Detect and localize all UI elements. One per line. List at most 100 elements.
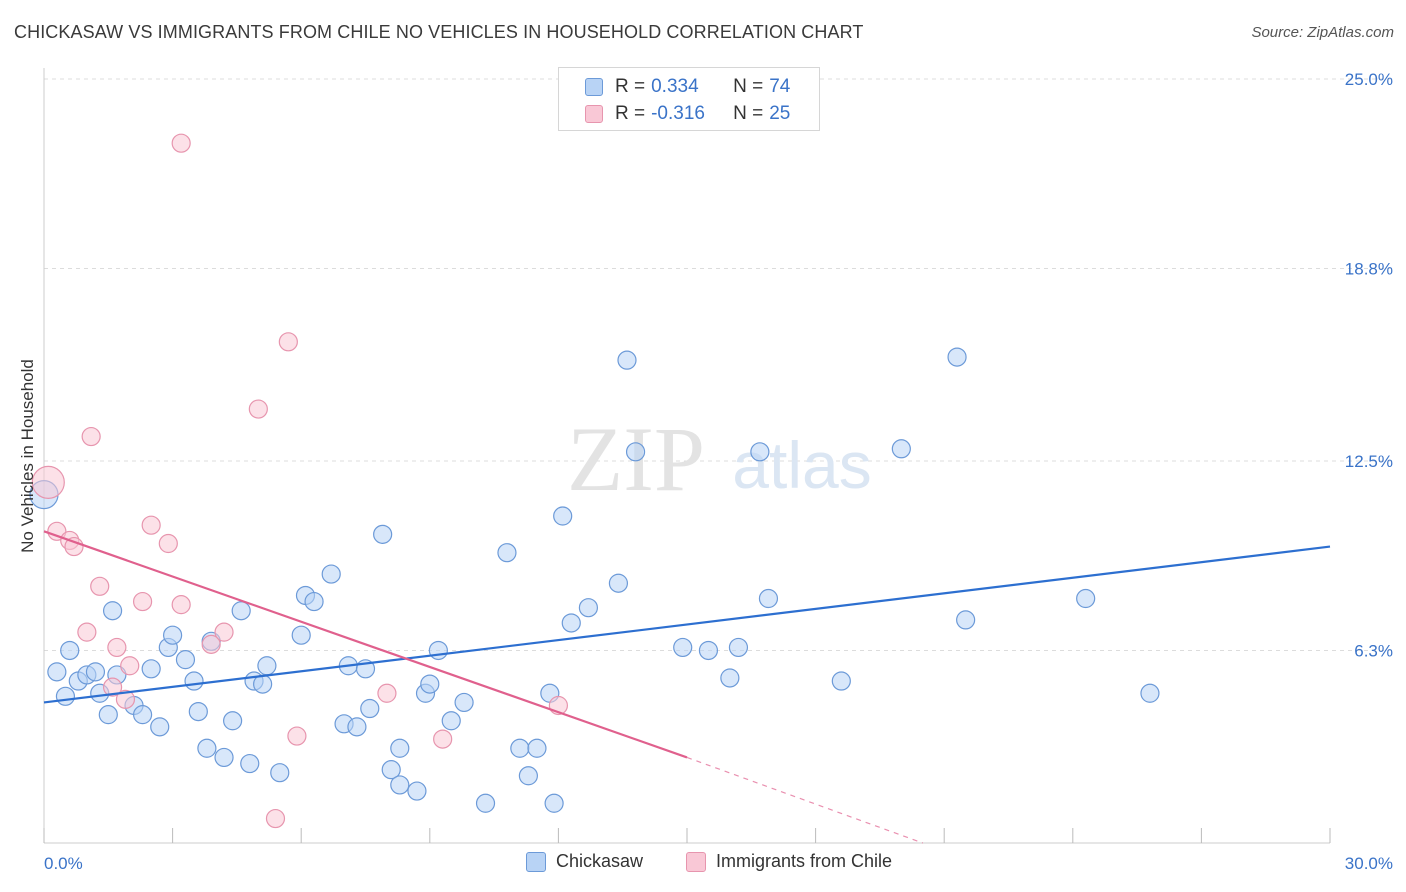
chile-point (214, 622, 234, 642)
chile-point (64, 536, 84, 557)
legend-label-chile: Immigrants from Chile (716, 851, 893, 871)
chickasaw-point (617, 350, 637, 370)
legend-swatch-chile (686, 851, 706, 872)
y-tick-label: 12.5% (1345, 452, 1393, 471)
chickasaw-point (527, 738, 547, 758)
legend-n-value: 25 (769, 103, 791, 124)
chickasaw-point (1076, 588, 1096, 609)
legend-n-label: N = (733, 103, 764, 124)
legend-item-chickasaw[interactable]: Chickasaw (526, 851, 643, 872)
legend-row-chile: R = -0.316 N = 25 (585, 102, 790, 126)
chickasaw-point (454, 692, 474, 713)
chickasaw-point (441, 711, 461, 731)
chickasaw-point (947, 347, 967, 367)
chile-point (433, 729, 453, 749)
chickasaw-point (197, 738, 217, 758)
chickasaw-point (150, 717, 170, 737)
chickasaw-point (1140, 683, 1160, 703)
legend-swatch-chile (585, 105, 603, 123)
chile-point (81, 426, 101, 447)
chickasaw-point (728, 637, 749, 658)
chickasaw-point (188, 701, 208, 722)
chickasaw-point (60, 640, 80, 661)
chickasaw-point (347, 717, 367, 737)
chickasaw-point (373, 524, 393, 544)
chickasaw-point (390, 775, 410, 795)
x-tick-label: 30.0% (1345, 854, 1393, 873)
chickasaw-point (750, 442, 770, 462)
trend-lines (43, 530, 1331, 844)
chickasaw-point (561, 613, 581, 633)
chile-point (201, 634, 221, 654)
chickasaw-point (231, 601, 251, 621)
chile-point (107, 637, 127, 658)
chile-point (132, 591, 153, 612)
watermark-atlas: atlas (732, 428, 871, 502)
chile-point (102, 677, 123, 697)
chile-point (287, 726, 307, 746)
grid-lines (44, 78, 1394, 651)
chickasaw-point (360, 698, 380, 719)
chickasaw-point (47, 662, 67, 682)
chickasaw-point (55, 686, 76, 706)
chickasaw-point (102, 601, 123, 621)
y-tick-label: 6.3% (1354, 641, 1393, 660)
y-tick-label: 18.8% (1345, 259, 1393, 278)
chickasaw-trend-line (43, 545, 1331, 704)
chickasaw-point (510, 738, 530, 758)
chickasaw-point (698, 640, 719, 661)
chickasaw-point (390, 738, 410, 758)
chile-trend-extension (686, 756, 923, 844)
watermark: ZIP atlas (567, 408, 872, 510)
chile-point (77, 622, 97, 642)
chile-point (171, 595, 191, 615)
chickasaw-point (98, 705, 118, 725)
legend-row-chickasaw: R = 0.334 N = 74 (585, 75, 790, 99)
chickasaw-point (291, 625, 311, 645)
chile-point (31, 465, 65, 499)
chile-point (90, 576, 110, 596)
chickasaw-point (85, 662, 106, 682)
chile-point (265, 808, 286, 829)
chickasaw-point (270, 763, 290, 783)
chickasaw-point (428, 640, 448, 661)
series-legend: Chickasaw Immigrants from Chile (0, 851, 1406, 877)
chickasaw-point (420, 674, 440, 694)
chile-point (248, 399, 268, 419)
chickasaw-point (518, 766, 538, 786)
chickasaw-point (553, 506, 573, 526)
chickasaw-point (214, 747, 234, 768)
chickasaw-point (578, 598, 599, 618)
chickasaw-point (175, 650, 196, 670)
chart-title: CHICKASAW VS IMMIGRANTS FROM CHILE NO VE… (14, 22, 864, 42)
chickasaw-point (132, 705, 153, 725)
legend-item-chile[interactable]: Immigrants from Chile (686, 851, 892, 872)
chickasaw-point (407, 781, 427, 801)
chickasaw-point (544, 793, 564, 813)
y-axis-label: No Vehicles in Household (18, 359, 37, 553)
chile-point (171, 133, 191, 153)
chile-point (278, 332, 298, 352)
axes (43, 68, 1331, 844)
legend-n-label: N = (733, 76, 764, 97)
chickasaw-point (608, 573, 629, 593)
chickasaw-point (223, 711, 243, 731)
chickasaw-point (381, 760, 401, 780)
chile-point (120, 656, 140, 676)
chickasaw-point (163, 625, 183, 645)
chile-point (158, 533, 178, 554)
legend-r-label: R = (615, 76, 646, 97)
chickasaw-point (184, 671, 204, 691)
y-tick-label: 25.0% (1345, 70, 1393, 89)
chile-point (377, 683, 397, 703)
chickasaw-point (304, 591, 324, 612)
chickasaw-point (497, 543, 517, 563)
chickasaw-point (720, 668, 740, 688)
correlation-legend: R = 0.334 N = 74 R = -0.316 N = 25 (558, 67, 820, 131)
legend-r-value: 0.334 (651, 76, 699, 97)
legend-swatch-chickasaw (585, 78, 603, 96)
chickasaw-point (758, 588, 779, 609)
chickasaw-point (956, 610, 976, 630)
legend-n-value: 74 (769, 76, 791, 97)
